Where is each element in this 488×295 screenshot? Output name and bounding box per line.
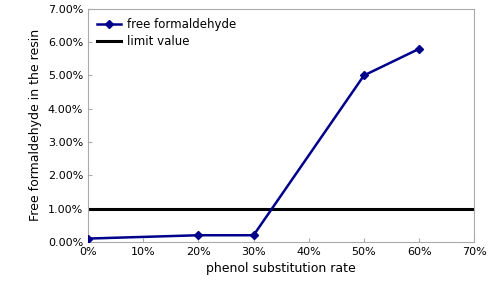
free formaldehyde bbox=[360, 74, 366, 77]
Y-axis label: Free formaldehyde in the resin: Free formaldehyde in the resin bbox=[29, 29, 42, 222]
free formaldehyde bbox=[195, 233, 201, 237]
Legend: free formaldehyde, limit value: free formaldehyde, limit value bbox=[94, 15, 239, 51]
free formaldehyde bbox=[415, 47, 421, 50]
free formaldehyde bbox=[250, 233, 256, 237]
Line: free formaldehyde: free formaldehyde bbox=[85, 46, 421, 241]
free formaldehyde bbox=[85, 237, 91, 240]
X-axis label: phenol substitution rate: phenol substitution rate bbox=[206, 262, 355, 275]
